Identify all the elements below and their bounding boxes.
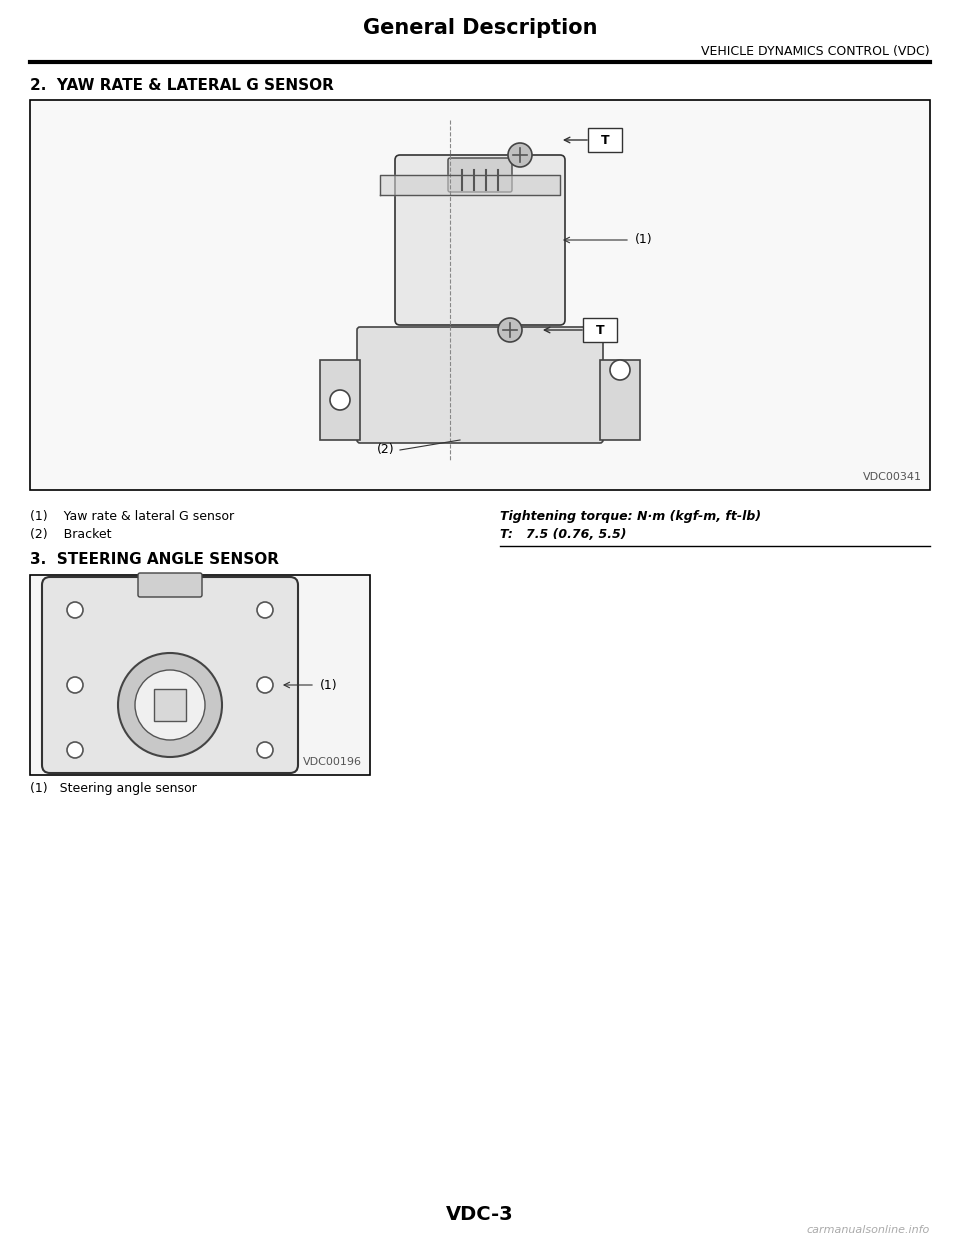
- Circle shape: [118, 653, 222, 758]
- Circle shape: [257, 677, 273, 693]
- FancyBboxPatch shape: [583, 318, 617, 342]
- Text: VEHICLE DYNAMICS CONTROL (VDC): VEHICLE DYNAMICS CONTROL (VDC): [702, 46, 930, 58]
- Text: (1)    Yaw rate & lateral G sensor: (1) Yaw rate & lateral G sensor: [30, 510, 234, 523]
- Text: (1): (1): [635, 233, 653, 246]
- Circle shape: [498, 318, 522, 342]
- Polygon shape: [600, 360, 640, 440]
- FancyBboxPatch shape: [395, 155, 565, 325]
- Bar: [30, 575, 370, 775]
- Text: (1): (1): [320, 678, 338, 692]
- Circle shape: [257, 602, 273, 619]
- Circle shape: [330, 390, 350, 410]
- Text: T:   7.5 (0.76, 5.5): T: 7.5 (0.76, 5.5): [500, 528, 627, 542]
- FancyBboxPatch shape: [154, 689, 186, 722]
- FancyBboxPatch shape: [42, 578, 298, 773]
- Text: 3.  STEERING ANGLE SENSOR: 3. STEERING ANGLE SENSOR: [30, 553, 279, 568]
- Circle shape: [508, 143, 532, 166]
- Text: (2)    Bracket: (2) Bracket: [30, 528, 111, 542]
- Text: Tightening torque: N·m (kgf-m, ft-lb): Tightening torque: N·m (kgf-m, ft-lb): [500, 510, 761, 523]
- Text: VDC00196: VDC00196: [303, 758, 362, 768]
- Bar: [30, 101, 930, 491]
- Polygon shape: [380, 175, 560, 195]
- Text: (2): (2): [377, 443, 395, 457]
- FancyBboxPatch shape: [357, 327, 603, 443]
- Text: (1)   Steering angle sensor: (1) Steering angle sensor: [30, 782, 197, 795]
- Circle shape: [67, 677, 83, 693]
- Text: 2.  YAW RATE & LATERAL G SENSOR: 2. YAW RATE & LATERAL G SENSOR: [30, 77, 334, 92]
- Polygon shape: [320, 360, 360, 440]
- Text: VDC-3: VDC-3: [446, 1206, 514, 1225]
- Text: carmanualsonline.info: carmanualsonline.info: [806, 1225, 930, 1235]
- Circle shape: [610, 360, 630, 380]
- Circle shape: [67, 741, 83, 758]
- Text: General Description: General Description: [363, 17, 597, 39]
- FancyBboxPatch shape: [448, 158, 512, 193]
- Circle shape: [257, 741, 273, 758]
- FancyBboxPatch shape: [588, 128, 622, 152]
- Text: T: T: [601, 133, 610, 147]
- FancyBboxPatch shape: [138, 573, 202, 597]
- Text: T: T: [596, 323, 604, 337]
- Circle shape: [135, 669, 205, 740]
- Text: VDC00341: VDC00341: [863, 472, 922, 482]
- Circle shape: [67, 602, 83, 619]
